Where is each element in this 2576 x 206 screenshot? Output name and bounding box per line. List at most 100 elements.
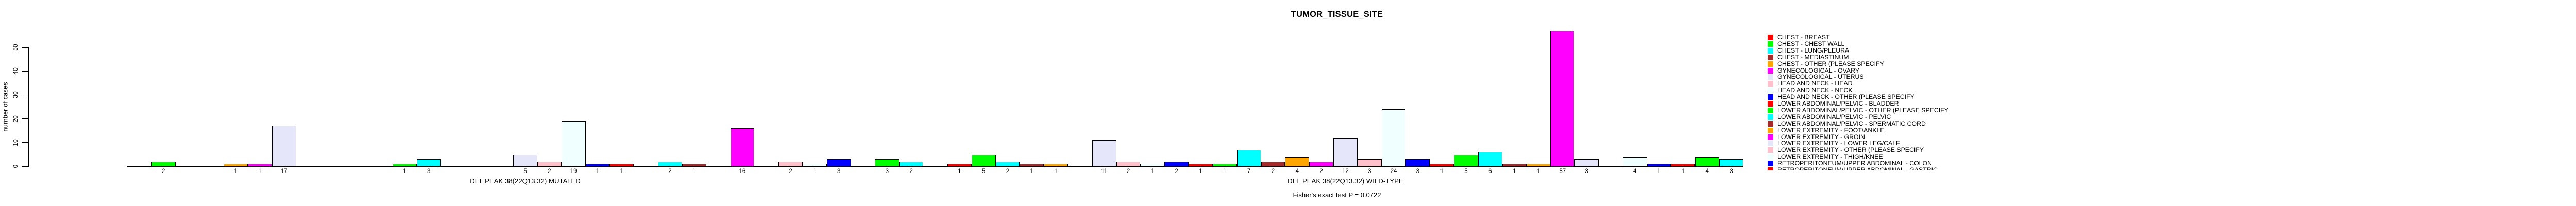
legend-swatch <box>1768 67 1773 74</box>
bar-value-label: 1 <box>1681 168 1685 175</box>
legend-swatch <box>1768 147 1773 153</box>
bar <box>995 161 1020 167</box>
bar-value-label: 2 <box>789 168 792 175</box>
legend-label: LOWER EXTREMITY - OTHER (PLEASE SPECIFY <box>1777 146 1924 154</box>
legend-row: LOWER EXTREMITY - LOWER LEG/CALF <box>1765 140 2166 147</box>
legend-swatch <box>1768 107 1773 113</box>
bar <box>272 126 296 167</box>
legend-row: GYNECOLOGICAL - OVARY <box>1765 67 2166 74</box>
legend-swatch <box>1768 127 1773 133</box>
x-axis-group-label: DEL PEAK 38(22Q13.32) MUTATED <box>470 177 581 185</box>
y-tick-label: 20 <box>12 115 19 123</box>
legend-row: LOWER EXTREMITY - FOOT/ANKLE <box>1765 127 2166 134</box>
y-tick <box>22 166 29 167</box>
y-tick <box>22 142 29 143</box>
bar <box>585 164 610 167</box>
bar-value-label: 2 <box>668 168 672 175</box>
legend-row: LOWER EXTREMITY - THIGH/KNEE <box>1765 153 2166 160</box>
legend-label: LOWER EXTREMITY - GROIN <box>1777 133 1865 141</box>
bar-value-label: 1 <box>596 168 600 175</box>
bar <box>1405 159 1430 167</box>
legend-swatch <box>1768 41 1773 47</box>
bar-value-label: 5 <box>1464 168 1468 175</box>
bar-value-label: 1 <box>403 168 406 175</box>
y-tick-label: 10 <box>12 139 19 146</box>
bar <box>416 159 441 167</box>
legend-row: LOWER EXTREMITY - GROIN <box>1765 133 2166 141</box>
x-axis-group-label: DEL PEAK 38(22Q13.32) WILD-TYPE <box>1287 177 1403 185</box>
bar-value-label: 3 <box>1368 168 1371 175</box>
legend-swatch <box>1768 74 1773 80</box>
bar-value-label: 1 <box>692 168 696 175</box>
bar-value-label: 2 <box>1006 168 1010 175</box>
legend-row: LOWER EXTREMITY - OTHER (PLEASE SPECIFY <box>1765 147 2166 153</box>
legend-label: CHEST - LUNG/PLEURA <box>1777 46 1850 54</box>
legend-label: RETROPERITONEUM/UPPER ABDOMINAL - GASTRI… <box>1777 166 1938 171</box>
y-axis-line <box>28 47 29 167</box>
bar-value-label: 16 <box>739 168 746 175</box>
legend-swatch <box>1768 134 1773 140</box>
legend-label: CHEST - OTHER (PLEASE SPECIFY <box>1777 60 1884 67</box>
bar <box>1502 164 1527 167</box>
bar <box>1092 140 1116 167</box>
legend-swatch <box>1768 141 1773 147</box>
bar <box>537 161 562 167</box>
bar <box>947 164 972 167</box>
legend-swatch <box>1768 35 1773 40</box>
legend-label: LOWER ABDOMINAL/PELVIC - OTHER (PLEASE S… <box>1777 106 1948 114</box>
bar <box>513 154 537 167</box>
bar <box>1622 157 1647 167</box>
bar-value-label: 11 <box>1101 168 1108 175</box>
y-tick-label: 50 <box>12 44 19 51</box>
bar-value-label: 4 <box>1705 168 1709 175</box>
bar-value-label: 1 <box>1440 168 1444 175</box>
bar-value-label: 4 <box>1633 168 1637 175</box>
bar <box>224 164 248 167</box>
bar-value-label: 1 <box>1657 168 1661 175</box>
bar-value-label: 19 <box>570 168 577 175</box>
legend-swatch <box>1768 81 1773 87</box>
bar <box>1647 164 1671 167</box>
legend-swatch <box>1768 54 1773 60</box>
bar <box>1116 161 1141 167</box>
legend-swatch <box>1768 101 1773 107</box>
bar-value-label: 2 <box>909 168 913 175</box>
y-tick-label: 40 <box>12 67 19 75</box>
bar-value-label: 1 <box>813 168 817 175</box>
bar-value-label: 2 <box>162 168 165 175</box>
bar <box>1164 161 1189 167</box>
legend-label: GYNECOLOGICAL - UTERUS <box>1777 73 1864 81</box>
legend: CHEST - BREAST CHEST - CHEST WALL CHEST - … <box>1765 31 2166 170</box>
y-tick <box>22 118 29 119</box>
legend-row: HEAD AND NECK - OTHER (PLEASE SPECIFY <box>1765 94 2166 100</box>
bar <box>1695 157 1720 167</box>
legend-label: LOWER ABDOMINAL/PELVIC - PELVIC <box>1777 113 1891 121</box>
legend-row: LOWER ABDOMINAL/PELVIC - OTHER (PLEASE S… <box>1765 107 2166 114</box>
bar <box>1550 30 1575 167</box>
bar-value-label: 1 <box>1150 168 1155 175</box>
bar-value-label: 2 <box>1271 168 1275 175</box>
legend-label: HEAD AND NECK - NECK <box>1777 87 1853 94</box>
bar <box>826 159 851 167</box>
x-axis-line <box>127 166 1743 167</box>
bar <box>899 161 924 167</box>
legend-label: RETROPERITONEUM/UPPER ABDOMINAL - COLON <box>1777 160 1932 167</box>
y-tick <box>22 47 29 48</box>
bar-value-label: 1 <box>258 168 262 175</box>
bar <box>151 161 176 167</box>
bar-value-label: 2 <box>548 168 551 175</box>
bar <box>1140 164 1165 167</box>
bar <box>1236 149 1261 167</box>
bar <box>1430 164 1454 167</box>
bar-value-label: 3 <box>837 168 841 175</box>
bar <box>802 164 827 167</box>
bar-value-label: 5 <box>981 168 986 175</box>
bar <box>1333 138 1358 167</box>
legend-label: LOWER ABDOMINAL/PELVIC - BLADDER <box>1777 100 1899 107</box>
bar <box>778 161 803 167</box>
bar-value-label: 4 <box>1295 168 1299 175</box>
bar-value-label: 24 <box>1390 168 1397 175</box>
legend-row: GYNECOLOGICAL - UTERUS <box>1765 74 2166 80</box>
legend-label: LOWER ABDOMINAL/PELVIC - SPERMATIC CORD <box>1777 119 1926 127</box>
